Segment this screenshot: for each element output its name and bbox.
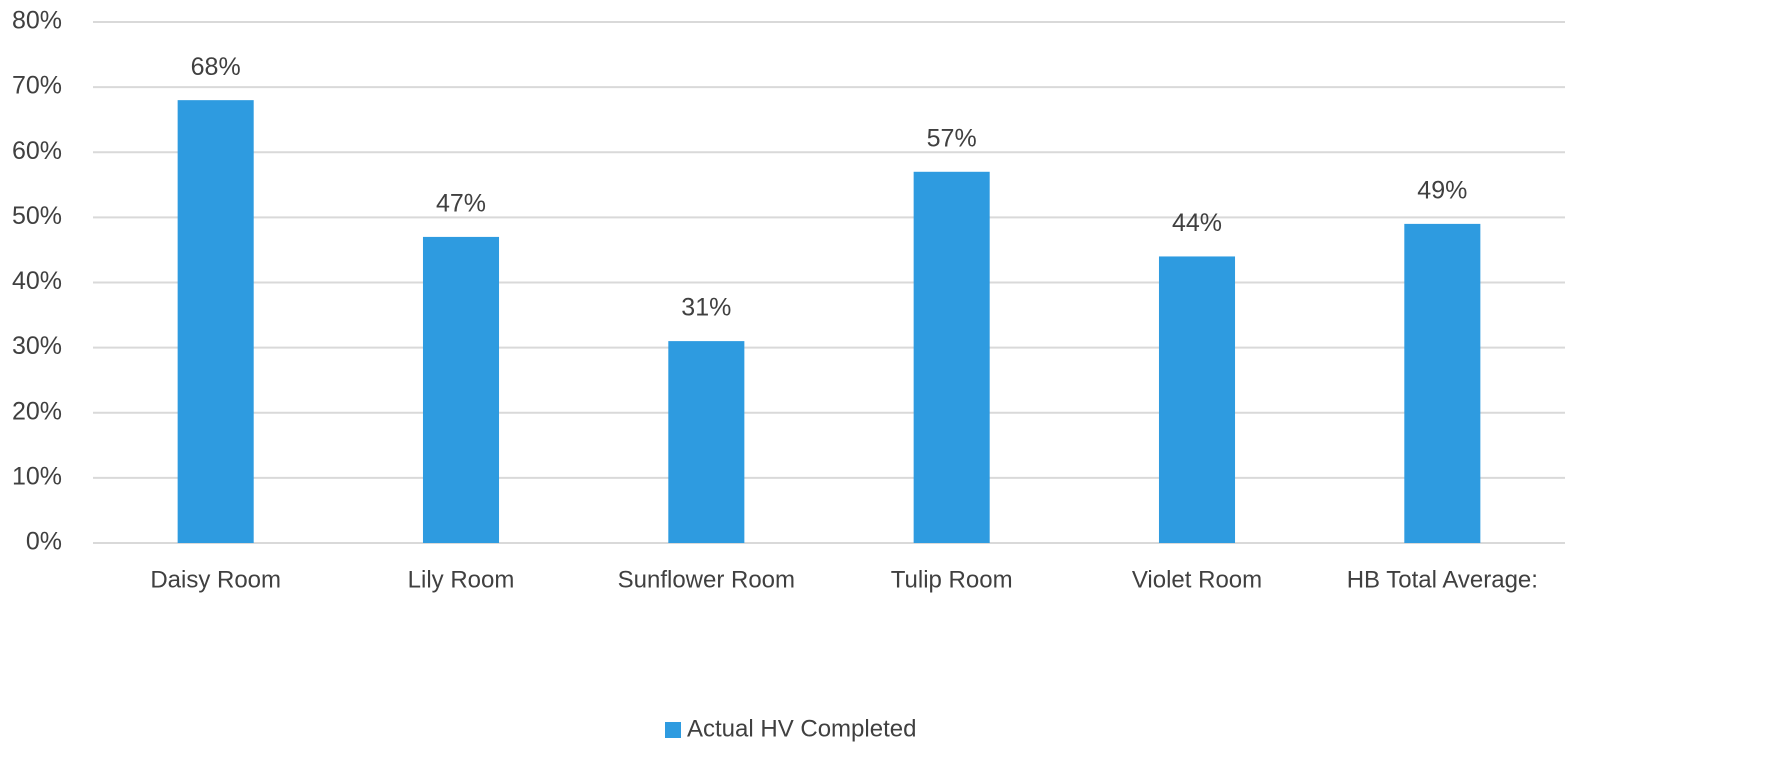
value-label: 49%: [1417, 176, 1467, 204]
y-tick-label: 20%: [12, 397, 62, 425]
value-label: 44%: [1172, 209, 1222, 237]
y-tick-label: 60%: [12, 137, 62, 165]
bar: [913, 171, 990, 543]
y-tick-label: 70%: [12, 72, 62, 100]
value-label: 68%: [191, 53, 241, 81]
legend-swatch: [665, 722, 681, 738]
y-tick-label: 10%: [12, 462, 62, 490]
bar: [177, 100, 254, 544]
x-tick-label: Daisy Room: [150, 566, 281, 593]
value-label: 47%: [436, 190, 486, 218]
value-label: 57%: [927, 124, 977, 152]
bar: [668, 341, 745, 543]
bar: [1404, 223, 1481, 543]
y-tick-label: 40%: [12, 267, 62, 295]
y-tick-label: 30%: [12, 332, 62, 360]
x-tick-label: Tulip Room: [891, 566, 1013, 593]
x-tick-label: HB Total Average:: [1347, 566, 1538, 593]
x-tick-label: Violet Room: [1132, 566, 1262, 593]
x-tick-label: Lily Room: [408, 566, 515, 593]
y-tick-label: 80%: [12, 7, 62, 35]
bar: [422, 236, 500, 543]
y-tick-label: 0%: [26, 528, 62, 556]
y-tick-label: 50%: [12, 202, 62, 230]
bar: [1158, 256, 1236, 543]
legend-label: Actual HV Completed: [687, 715, 916, 742]
x-tick-label: Sunflower Room: [618, 566, 795, 593]
value-label: 31%: [681, 294, 731, 322]
